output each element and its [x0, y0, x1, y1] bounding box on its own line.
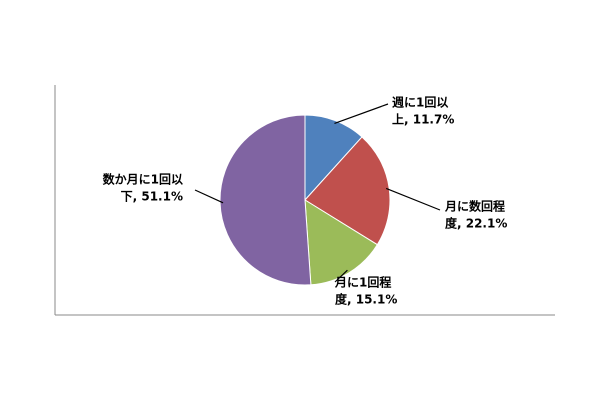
leader-line [334, 269, 348, 283]
data-label: 数か月に1回以 [103, 172, 183, 187]
pie-slice [304, 136, 391, 246]
data-label: 月に数回程 [444, 199, 505, 214]
pie-slice [304, 199, 379, 286]
pie-slice [304, 114, 363, 202]
data-label: 週に1回以 [392, 95, 448, 110]
leader-line [194, 189, 224, 204]
leader-line [334, 103, 389, 125]
data-label: 下, 51.1% [121, 190, 183, 204]
data-label: 月に1回程 [334, 275, 391, 290]
data-label: 上, 11.7% [392, 112, 454, 127]
pie-slice [219, 114, 312, 286]
leader-line [385, 187, 441, 211]
data-label: 度, 15.1% [335, 292, 397, 307]
data-label: 度, 22.1% [445, 216, 507, 231]
